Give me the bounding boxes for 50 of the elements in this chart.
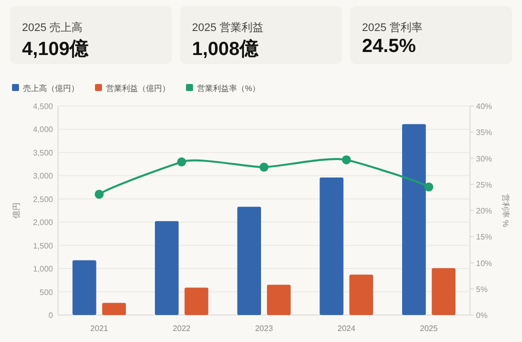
y2-tick-label: 40% bbox=[476, 102, 492, 111]
bar bbox=[154, 221, 179, 315]
text: 2025 売上高 bbox=[22, 20, 83, 35]
y2-axis-title: 営利率 % bbox=[501, 194, 510, 228]
text: 4,109億 bbox=[22, 38, 89, 62]
x-tick-label: 2023 bbox=[255, 324, 274, 333]
y-tick-label: 3,500 bbox=[32, 148, 54, 158]
text: 2025 営業利益 bbox=[192, 21, 264, 35]
point bbox=[342, 155, 351, 164]
bar bbox=[432, 268, 456, 315]
y2-tick-label: 5% bbox=[476, 284, 488, 294]
y-tick-label: 500 bbox=[40, 288, 54, 297]
x-tick-label: 2021 bbox=[90, 324, 109, 333]
bar bbox=[349, 274, 374, 315]
y-tick-label: 4,000 bbox=[32, 125, 54, 134]
bar bbox=[266, 284, 291, 315]
y2-tick-label: 10% bbox=[476, 258, 492, 268]
legend-label: 売上高（億円） bbox=[23, 84, 79, 93]
text: 2025 営利率 bbox=[362, 20, 423, 35]
point bbox=[424, 182, 434, 192]
y-tick-label: 1,500 bbox=[32, 241, 54, 250]
x-tick-label: 2022 bbox=[172, 324, 192, 333]
y-tick-label: 2,500 bbox=[32, 194, 54, 204]
y-tick-label: 2,000 bbox=[32, 218, 54, 228]
legend-label: 営業利益率（%） bbox=[197, 84, 260, 93]
bar bbox=[237, 206, 262, 315]
y-axis-title: 億円 bbox=[12, 202, 21, 218]
y-tick-label: 3,000 bbox=[32, 172, 54, 181]
point bbox=[94, 190, 104, 199]
bar bbox=[184, 288, 208, 315]
y2-tick-label: 0% bbox=[476, 311, 488, 320]
bar bbox=[102, 302, 126, 315]
x-tick-label: 2025 bbox=[420, 324, 438, 333]
y2-tick-label: 15% bbox=[476, 232, 492, 242]
y2-tick-label: 30% bbox=[476, 154, 492, 164]
bar bbox=[402, 124, 426, 315]
y2-tick-label: 20% bbox=[476, 206, 492, 216]
text: 24.5% bbox=[362, 36, 416, 58]
y2-tick-label: 35% bbox=[476, 128, 492, 138]
y2-tick-label: 25% bbox=[476, 180, 492, 190]
y-tick-label: 4,500 bbox=[32, 102, 54, 111]
bar bbox=[72, 260, 96, 315]
y-tick-label: 1,000 bbox=[32, 264, 54, 274]
point bbox=[260, 162, 268, 172]
legend-label: 営業利益（億円） bbox=[106, 84, 170, 93]
text: 1,008億 bbox=[192, 38, 259, 62]
x-tick-label: 2024 bbox=[338, 324, 356, 333]
bar bbox=[320, 178, 344, 315]
y-tick-label: 0 bbox=[48, 311, 54, 320]
point bbox=[177, 157, 186, 166]
